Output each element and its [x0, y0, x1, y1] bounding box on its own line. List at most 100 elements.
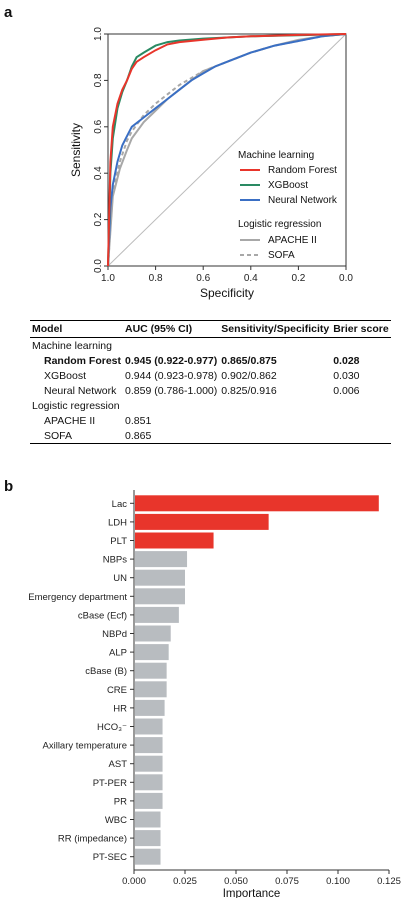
x-tick-label: 0.025: [173, 876, 197, 887]
y-tick-label: 0.2: [93, 212, 104, 226]
row-auc: 0.945 (0.922-0.977): [125, 354, 218, 367]
bar: [135, 662, 167, 679]
row-auc: 0.944 (0.923-0.978): [125, 369, 218, 382]
legend-group-title-machine-learning: Machine learning: [238, 150, 314, 161]
legend-group-title-logistic-regression: Logistic regression: [238, 219, 321, 230]
category-label: cBase (Ecf): [78, 610, 127, 621]
category-label: CRE: [107, 685, 127, 696]
bar: [135, 606, 179, 623]
bar: [135, 699, 165, 716]
roc-axes: 1.0 0.8 0.6 0.4 0.2 0.0 0.0 0.2 0.4 0.6 0.8 1.0 Spec…: [69, 27, 353, 300]
row-brier: [331, 413, 390, 428]
category-label: PLT: [110, 536, 127, 547]
y-axis-label: Sensitivity: [69, 123, 83, 177]
category-label: NBPs: [103, 555, 128, 566]
row-sens-spec: 0.902/0.862: [221, 369, 277, 382]
bar: [135, 681, 167, 698]
category-label: Emergency department: [28, 592, 127, 603]
bar: [135, 792, 163, 809]
bar: [135, 718, 163, 735]
category-label: Lac: [112, 499, 128, 510]
bar: [135, 513, 269, 530]
row-auc: 0.865: [123, 428, 220, 444]
table-group-row: Machine learning: [30, 338, 391, 354]
y-tick-label: 1.0: [93, 27, 104, 41]
category-label: PT-PER: [93, 778, 127, 789]
row-auc: 0.851: [125, 414, 152, 427]
results-table: Model AUC (95% CI) Sensitivity/Specifici…: [30, 320, 391, 444]
bar: [135, 588, 185, 605]
row-model: Random Forest: [44, 354, 122, 367]
series-line-random-forest: [107, 33, 347, 267]
bar: [135, 644, 169, 661]
x-tick-label: 0.075: [275, 876, 299, 887]
legend-label: APACHE II: [268, 235, 317, 246]
category-label: NBPd: [102, 629, 127, 640]
table-group-row: Logistic regression: [30, 398, 391, 413]
row-sens-spec: 0.825/0.916: [221, 384, 277, 397]
legend-label: Neural Network: [268, 195, 338, 206]
panel-b-letter: b: [4, 478, 14, 495]
x-tick-label: 0.4: [244, 273, 258, 284]
category-label: AST: [109, 759, 128, 770]
bar-axes: Lac LDH PLT NBPs UN Emergency department cBase…: [28, 490, 401, 898]
x-tick-label: 0.6: [196, 273, 210, 284]
category-label: HCO₃⁻: [97, 722, 127, 733]
category-label: PR: [114, 796, 127, 807]
group-machine-learning: Machine learning: [32, 339, 112, 352]
x-tick-label: 0.0: [339, 273, 353, 284]
bar: [135, 495, 379, 512]
roc-chart: 1.0 0.8 0.6 0.4 0.2 0.0 0.0 0.2 0.4 0.6 0.8 1.0 Spec…: [69, 27, 353, 300]
roc-legend: Machine learning Random Forest XGBoost Neur…: [238, 150, 338, 261]
header-model: Model: [30, 320, 124, 338]
panel-a-letter: a: [4, 4, 13, 21]
row-auc: 0.859 (0.786-1.000): [125, 384, 218, 397]
header-sens-spec: Sensitivity/Specificity: [219, 320, 332, 338]
bar: [135, 830, 161, 847]
row-brier: 0.006: [333, 384, 360, 397]
legend-label: Random Forest: [268, 165, 337, 176]
bar: [135, 811, 161, 828]
roc-lines: [107, 33, 347, 267]
x-tick-label: 0.100: [326, 876, 350, 887]
bar: [135, 569, 185, 586]
row-sens-spec: 0.865/0.875: [221, 354, 277, 367]
category-label: WBC: [105, 815, 127, 826]
category-label: RR (impedance): [58, 834, 127, 845]
row-brier: 0.030: [333, 369, 360, 382]
category-label: ALP: [109, 648, 127, 659]
bar: [135, 755, 163, 772]
table-header-row: Model AUC (95% CI) Sensitivity/Specifici…: [30, 320, 391, 338]
y-tick-label: 0.6: [93, 119, 104, 133]
header-brier: Brier score: [331, 320, 391, 338]
bar-bars: [135, 495, 379, 865]
x-tick-label: 0.050: [224, 876, 248, 887]
x-tick-label: 0.2: [291, 273, 305, 284]
y-tick-label: 0.4: [93, 166, 104, 180]
row-brier: [331, 428, 391, 444]
row-model: APACHE II: [44, 414, 96, 427]
row-model: Neural Network: [44, 384, 117, 397]
x-tick-label: 0.8: [149, 273, 163, 284]
roc-diagonal-reference: [107, 33, 347, 267]
y-tick-label: 0.8: [93, 73, 104, 87]
category-label: UN: [113, 573, 127, 584]
importance-chart: Lac LDH PLT NBPs UN Emergency department cBase…: [28, 490, 401, 898]
y-tick-label: 0.0: [93, 259, 104, 273]
category-label: PT-SEC: [93, 852, 127, 863]
bar: [135, 774, 163, 791]
x-axis-label: Specificity: [200, 286, 254, 300]
legend-label: XGBoost: [268, 180, 308, 191]
roc-plot-frame: [107, 33, 347, 267]
bar: [135, 737, 163, 754]
row-model: SOFA: [30, 428, 124, 444]
table-row: XGBoost 0.944 (0.923-0.978) 0.902/0.862 …: [30, 368, 391, 383]
row-sens-spec: [219, 413, 331, 428]
series-line-neural-network: [107, 33, 347, 267]
table-row: SOFA 0.865: [30, 428, 391, 444]
bar: [135, 532, 214, 549]
bar: [135, 848, 161, 865]
header-auc: AUC (95% CI): [123, 320, 220, 338]
row-model: XGBoost: [44, 369, 87, 382]
table-row: APACHE II 0.851: [30, 413, 391, 428]
